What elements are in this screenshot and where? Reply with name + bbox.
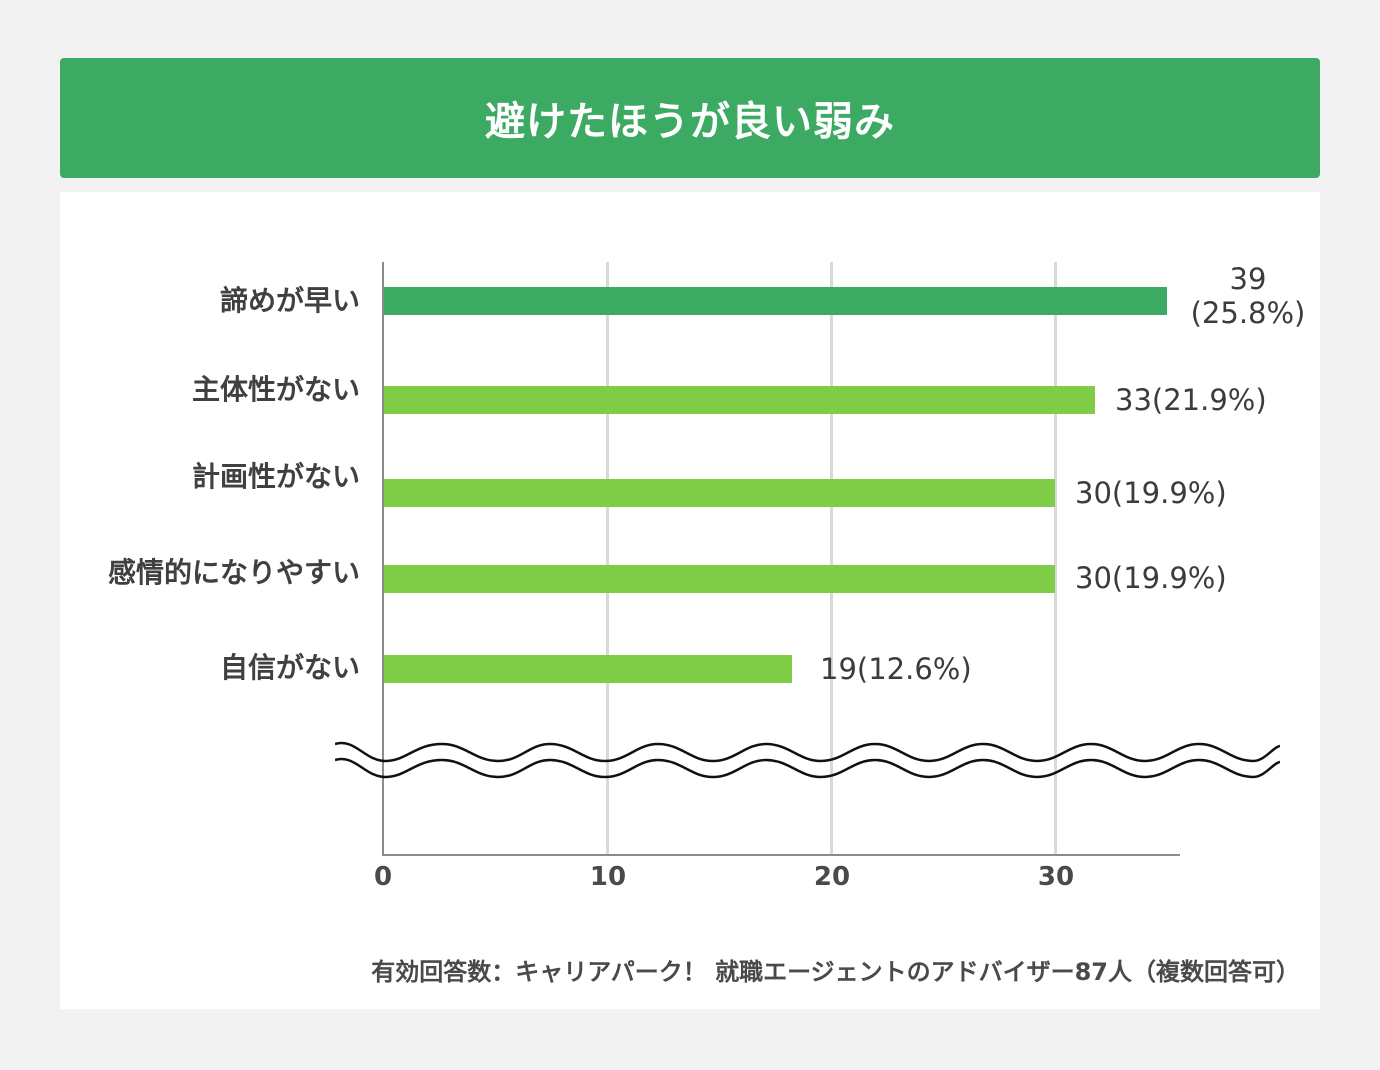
data-label: 39 (25.8%) xyxy=(1186,262,1310,330)
x-tick-label: 20 xyxy=(813,862,851,892)
data-label: 33(21.9%) xyxy=(1115,383,1267,417)
x-axis-line xyxy=(382,854,1180,856)
gridline-30 xyxy=(1054,262,1057,856)
x-tick-label: 10 xyxy=(589,862,627,892)
gridline-20 xyxy=(830,262,833,856)
bar-shutaisei-ga-nai xyxy=(384,386,1095,414)
category-label: 計画性がない xyxy=(191,460,360,493)
chart-title: 避けたほうが良い弱み xyxy=(485,99,895,145)
bar-kanjouteki xyxy=(384,565,1055,593)
survey-note: 有効回答数：キャリアパーク！ 就職エージェントのアドバイザー87人（複数回答可） xyxy=(371,958,1300,986)
bar-keikakusei-ga-nai xyxy=(384,479,1055,507)
x-tick-label: 30 xyxy=(1037,862,1075,892)
data-label-percent: (25.8%) xyxy=(1190,296,1306,330)
category-label: 感情的になりやすい xyxy=(107,556,360,589)
bar-akirame-ga-hayai xyxy=(384,287,1167,315)
y-axis-line xyxy=(382,262,384,856)
data-label: 30(19.9%) xyxy=(1075,476,1227,510)
chart-panel xyxy=(60,192,1320,1009)
data-label: 30(19.9%) xyxy=(1075,561,1227,595)
axis-break-wave-icon xyxy=(335,741,1280,779)
data-label-count: 39 xyxy=(1229,262,1267,296)
category-label: 諦めが早い xyxy=(219,284,360,317)
gridline-10 xyxy=(606,262,609,856)
x-tick-label: 0 xyxy=(373,862,393,892)
bar-jishin-ga-nai xyxy=(384,655,792,683)
data-label: 19(12.6%) xyxy=(820,652,972,686)
category-label: 自信がない xyxy=(219,651,360,684)
category-label: 主体性がない xyxy=(191,373,360,406)
chart-title-banner: 避けたほうが良い弱み xyxy=(60,58,1320,178)
